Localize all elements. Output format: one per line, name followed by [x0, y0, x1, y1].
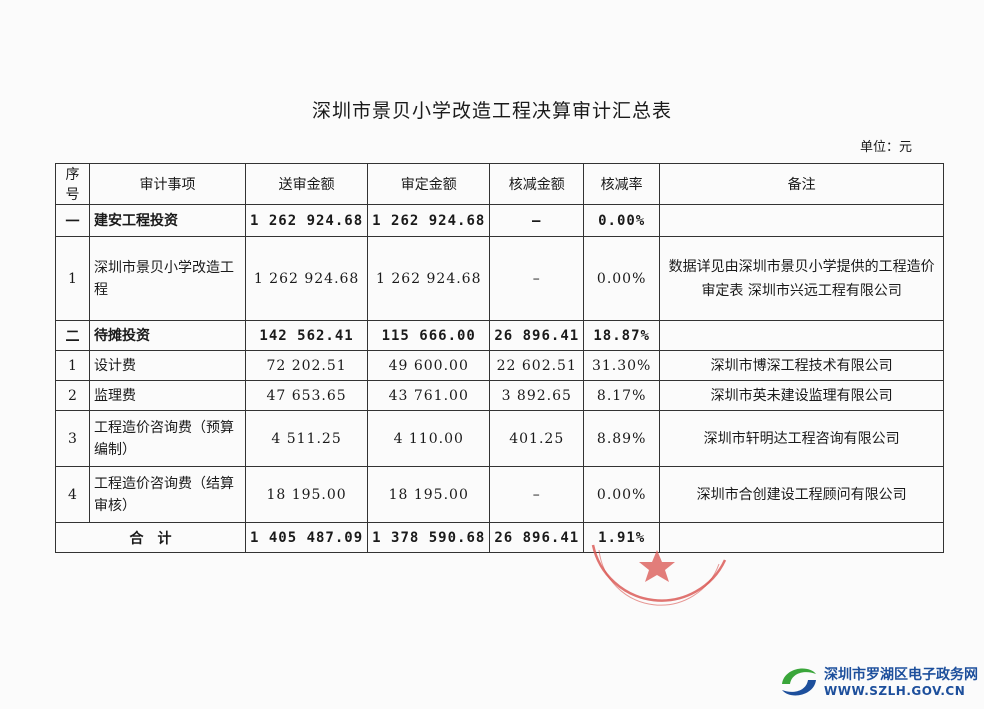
table-row: 二 待摊投资 142 562.41 115 666.00 26 896.41 1…: [55, 320, 945, 351]
row-approved: 18 195.00: [367, 466, 491, 523]
row-submitted: 18 195.00: [244, 466, 369, 523]
row-item: 建安工程投资: [89, 204, 246, 237]
row-no: 1: [55, 350, 90, 381]
row-approved: 4 110.00: [367, 410, 491, 467]
row-note: [659, 204, 945, 237]
header-no: 序号: [55, 163, 90, 205]
szlh-logo-icon: [782, 668, 816, 696]
row-no: 2: [55, 380, 90, 411]
row-submitted: 4 511.25: [244, 410, 369, 467]
row-approved: 1 262 924.68: [367, 204, 491, 237]
table-row: 一 建安工程投资 1 262 924.68 1 262 924.68 – 0.0…: [55, 204, 945, 237]
header-note: 备注: [659, 163, 945, 205]
row-no: 二: [55, 320, 90, 351]
total-approved: 1 378 590.68: [367, 522, 491, 553]
table-row: 3 工程造价咨询费（预算编制） 4 511.25 4 110.00 401.25…: [55, 410, 945, 467]
row-note: 深圳市合创建设工程顾问有限公司: [659, 466, 945, 523]
table-row: 1 设计费 72 202.51 49 600.00 22 602.51 31.3…: [55, 350, 945, 381]
row-rate: 0.00%: [583, 466, 661, 523]
row-item: 工程造价咨询费（结算审核）: [89, 466, 246, 523]
table-row: 4 工程造价咨询费（结算审核） 18 195.00 18 195.00 – 0.…: [55, 466, 945, 523]
row-no: 1: [55, 236, 90, 321]
row-rate: 8.17%: [583, 380, 661, 411]
row-rate: 18.87%: [583, 320, 661, 351]
row-note: 数据详见由深圳市景贝小学提供的工程造价审定表 深圳市兴远工程有限公司: [659, 236, 945, 321]
table-total-row: 合 计 1 405 487.09 1 378 590.68 26 896.41 …: [55, 522, 945, 553]
row-submitted: 47 653.65: [244, 380, 369, 411]
red-seal-stamp: [591, 544, 727, 606]
header-item: 审计事项: [89, 163, 246, 205]
row-item: 监理费: [89, 380, 246, 411]
row-submitted: 1 262 924.68: [244, 204, 369, 237]
header-submitted: 送审金额: [244, 163, 369, 205]
row-reduced: 22 602.51: [489, 350, 585, 381]
table-row: 1 深圳市景贝小学改造工程 1 262 924.68 1 262 924.68 …: [55, 236, 945, 321]
total-note: [659, 522, 945, 553]
row-reduced: –: [489, 466, 585, 523]
row-no: 3: [55, 410, 90, 467]
row-rate: 0.00%: [583, 204, 661, 237]
header-approved: 审定金额: [367, 163, 491, 205]
row-rate: 0.00%: [583, 236, 661, 321]
header-rate: 核减率: [583, 163, 661, 205]
watermark-site-url: WWW.SZLH.GOV.CN: [824, 684, 966, 698]
row-item: 深圳市景贝小学改造工程: [89, 236, 246, 321]
table-row: 2 监理费 47 653.65 43 761.00 3 892.65 8.17%…: [55, 380, 945, 411]
page-title: 深圳市景贝小学改造工程决算审计汇总表: [311, 100, 672, 122]
row-note: 深圳市博深工程技术有限公司: [659, 350, 945, 381]
total-reduced: 26 896.41: [489, 522, 585, 553]
row-note: 深圳市英未建设监理有限公司: [659, 380, 945, 411]
row-submitted: 142 562.41: [244, 320, 369, 351]
header-reduced: 核减金额: [489, 163, 585, 205]
total-rate: 1.91%: [583, 522, 661, 553]
row-no: 4: [55, 466, 90, 523]
site-watermark: 深圳市罗湖区电子政务网 WWW.SZLH.GOV.CN: [778, 660, 978, 705]
row-reduced: 26 896.41: [489, 320, 585, 351]
table-header-row: 序号 审计事项 送审金额 审定金额 核减金额 核减率 备注: [55, 163, 945, 205]
row-no: 一: [55, 204, 90, 237]
row-rate: 31.30%: [583, 350, 661, 381]
row-rate: 8.89%: [583, 410, 661, 467]
row-approved: 49 600.00: [367, 350, 491, 381]
row-item: 待摊投资: [89, 320, 246, 351]
row-approved: 43 761.00: [367, 380, 491, 411]
unit-label: 单位：元: [860, 140, 913, 155]
row-reduced: –: [489, 204, 585, 237]
row-submitted: 1 262 924.68: [244, 236, 369, 321]
row-note: 深圳市轩明达工程咨询有限公司: [659, 410, 945, 467]
total-label: 合 计: [55, 522, 246, 553]
row-item: 工程造价咨询费（预算编制）: [89, 410, 246, 467]
row-approved: 1 262 924.68: [367, 236, 491, 321]
row-approved: 115 666.00: [367, 320, 491, 351]
row-submitted: 72 202.51: [244, 350, 369, 381]
row-note: [659, 320, 945, 351]
audit-summary-table: 序号 审计事项 送审金额 审定金额 核减金额 核减率 备注 一 建安工程投资 1…: [55, 163, 945, 553]
row-reduced: –: [489, 236, 585, 321]
row-item: 设计费: [89, 350, 246, 381]
watermark-site-name: 深圳市罗湖区电子政务网: [824, 667, 978, 683]
row-reduced: 3 892.65: [489, 380, 585, 411]
row-reduced: 401.25: [489, 410, 585, 467]
total-submitted: 1 405 487.09: [244, 522, 369, 553]
